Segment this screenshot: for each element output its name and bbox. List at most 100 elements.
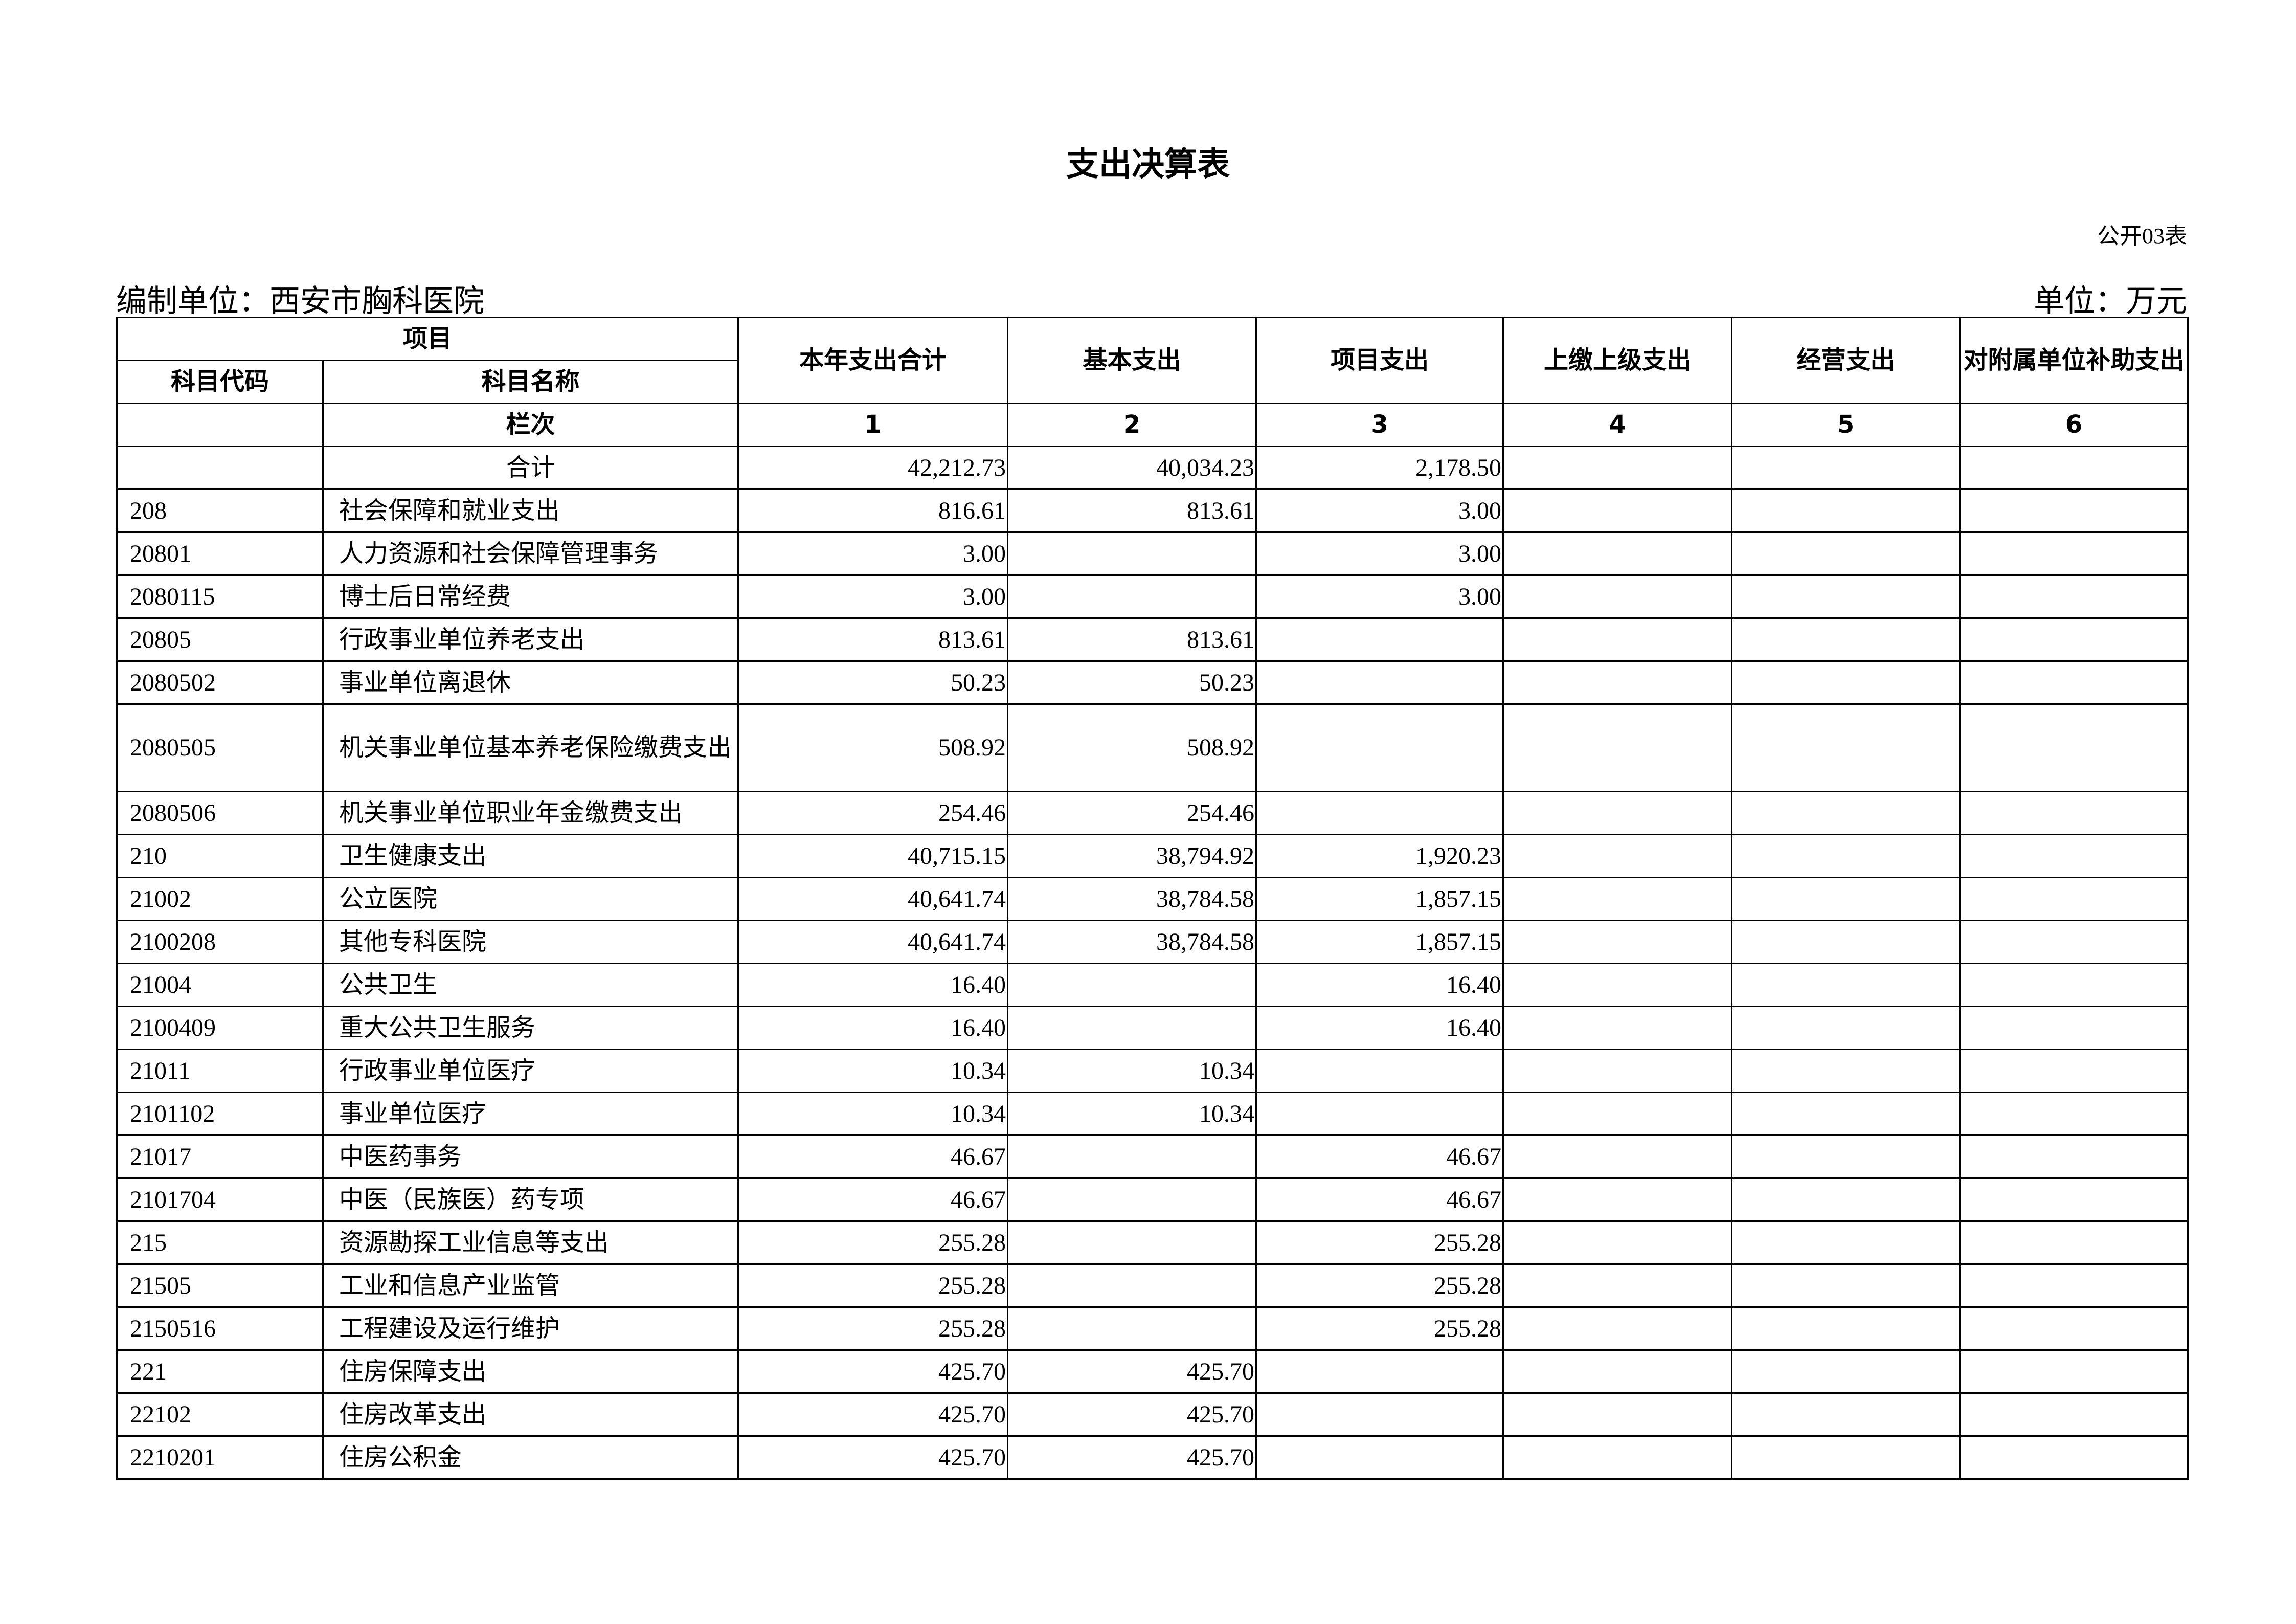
cell-project (1255, 1092, 1504, 1136)
cell-project: 255.28 (1255, 1263, 1504, 1308)
cell-subsidy (1959, 1392, 2189, 1437)
table-row: 2080115 博士后日常经费 3.00 3.00 (116, 574, 2189, 619)
header-item: 项目 (116, 317, 739, 361)
cell-business (1731, 703, 1961, 792)
cell-project: 255.28 (1255, 1220, 1504, 1265)
column-index-row: 栏次 1 2 3 4 5 6 (116, 403, 2189, 447)
cell-project (1255, 660, 1504, 705)
cell-total: 40,641.74 (737, 877, 1009, 921)
table-row: 2101704 中医（民族医）药专项 46.67 46.67 (116, 1177, 2189, 1222)
cell-project: 16.40 (1255, 963, 1504, 1007)
cell-basic: 425.70 (1007, 1392, 1257, 1437)
cell-subsidy (1959, 1349, 2189, 1394)
table-row: 20805 行政事业单位养老支出 813.61 813.61 (116, 617, 2189, 662)
cell-project: 46.67 (1255, 1177, 1504, 1222)
cell-subsidy (1959, 531, 2189, 576)
cell-subsidy (1959, 791, 2189, 835)
cell-code: 21002 (116, 877, 324, 921)
cell-upper (1502, 1006, 1733, 1050)
cell-project: 2,178.50 (1255, 446, 1504, 490)
cell-code: 2100409 (116, 1006, 324, 1050)
cell-total: 425.70 (737, 1349, 1009, 1394)
column-index: 5 (1731, 403, 1961, 447)
column-index-blank (116, 403, 324, 447)
cell-subsidy (1959, 660, 2189, 705)
cell-name: 资源勘探工业信息等支出 (322, 1220, 739, 1265)
cell-code: 208 (116, 488, 324, 533)
cell-code: 22102 (116, 1392, 324, 1437)
cell-subsidy (1959, 1092, 2189, 1136)
expenditure-table: 项目 本年支出合计 基本支出 项目支出 上缴上级支出 经营支出 对附属单位补助支… (116, 317, 2189, 1480)
cell-code: 21011 (116, 1049, 324, 1093)
cell-upper (1502, 963, 1733, 1007)
cell-business (1731, 1006, 1961, 1050)
cell-business (1731, 660, 1961, 705)
table-row: 21002 公立医院 40,641.74 38,784.58 1,857.15 (116, 877, 2189, 921)
cell-code: 2080505 (116, 703, 324, 792)
cell-business (1731, 963, 1961, 1007)
cell-subsidy (1959, 1006, 2189, 1050)
cell-total: 16.40 (737, 963, 1009, 1007)
cell-business (1731, 1263, 1961, 1308)
cell-upper (1502, 531, 1733, 576)
cell-code: 21017 (116, 1134, 324, 1179)
cell-project: 46.67 (1255, 1134, 1504, 1179)
table-row: 21004 公共卫生 16.40 16.40 (116, 963, 2189, 1007)
cell-basic: 813.61 (1007, 617, 1257, 662)
cell-code: 221 (116, 1349, 324, 1394)
reporting-organization: 编制单位：西安市胸科医院 (116, 284, 484, 318)
cell-business (1731, 1306, 1961, 1351)
cell-project (1255, 1435, 1504, 1480)
cell-upper (1502, 1263, 1733, 1308)
table-row: 21505 工业和信息产业监管 255.28 255.28 (116, 1263, 2189, 1308)
cell-total: 255.28 (737, 1263, 1009, 1308)
column-index: 3 (1255, 403, 1504, 447)
cell-total: 10.34 (737, 1049, 1009, 1093)
column-index: 6 (1959, 403, 2189, 447)
header-upper: 上缴上级支出 (1502, 317, 1733, 404)
cell-code: 20801 (116, 531, 324, 576)
table-row: 2210201 住房公积金 425.70 425.70 (116, 1435, 2189, 1480)
cell-project: 3.00 (1255, 488, 1504, 533)
cell-basic (1007, 531, 1257, 576)
cell-total: 255.28 (737, 1306, 1009, 1351)
cell-basic: 10.34 (1007, 1092, 1257, 1136)
cell-project: 1,857.15 (1255, 920, 1504, 964)
cell-name: 住房公积金 (322, 1435, 739, 1480)
cell-upper (1502, 488, 1733, 533)
cell-basic (1007, 1006, 1257, 1050)
table-row: 2080505 机关事业单位基本养老保险缴费支出 508.92 508.92 (116, 703, 2189, 792)
cell-subsidy (1959, 1177, 2189, 1222)
cell-total: 813.61 (737, 617, 1009, 662)
cell-upper (1502, 617, 1733, 662)
cell-business (1731, 1134, 1961, 1179)
cell-total: 254.46 (737, 791, 1009, 835)
cell-name: 工业和信息产业监管 (322, 1263, 739, 1308)
header-project: 项目支出 (1255, 317, 1504, 404)
cell-basic: 50.23 (1007, 660, 1257, 705)
header-subsidy: 对附属单位补助支出 (1959, 317, 2189, 404)
cell-basic: 38,784.58 (1007, 877, 1257, 921)
cell-project: 255.28 (1255, 1306, 1504, 1351)
cell-business (1731, 617, 1961, 662)
cell-total: 10.34 (737, 1092, 1009, 1136)
cell-project: 1,920.23 (1255, 834, 1504, 878)
table-row: 20801 人力资源和社会保障管理事务 3.00 3.00 (116, 531, 2189, 576)
cell-basic: 254.46 (1007, 791, 1257, 835)
cell-subsidy (1959, 1306, 2189, 1351)
cell-basic (1007, 1220, 1257, 1265)
cell-basic: 40,034.23 (1007, 446, 1257, 490)
cell-code: 20805 (116, 617, 324, 662)
cell-basic (1007, 1177, 1257, 1222)
cell-project (1255, 1349, 1504, 1394)
table-row: 2100208 其他专科医院 40,641.74 38,784.58 1,857.15 (116, 920, 2189, 964)
cell-basic: 425.70 (1007, 1349, 1257, 1394)
cell-subsidy (1959, 574, 2189, 619)
cell-code: 210 (116, 834, 324, 878)
cell-business (1731, 877, 1961, 921)
cell-business (1731, 1349, 1961, 1394)
cell-code: 21004 (116, 963, 324, 1007)
cell-upper (1502, 877, 1733, 921)
cell-name: 中医（民族医）药专项 (322, 1177, 739, 1222)
table-row: 21017 中医药事务 46.67 46.67 (116, 1134, 2189, 1179)
